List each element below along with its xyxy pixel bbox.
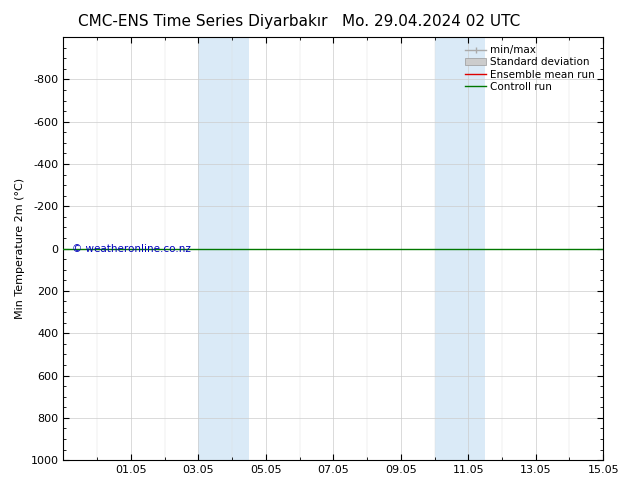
Text: CMC-ENS Time Series Diyarbakır: CMC-ENS Time Series Diyarbakır — [78, 14, 328, 29]
Y-axis label: Min Temperature 2m (°C): Min Temperature 2m (°C) — [15, 178, 25, 319]
Bar — [434, 37, 485, 460]
Text: © weatheronline.co.nz: © weatheronline.co.nz — [72, 244, 190, 254]
Text: Mo. 29.04.2024 02 UTC: Mo. 29.04.2024 02 UTC — [342, 14, 521, 29]
Legend: min/max, Standard deviation, Ensemble mean run, Controll run: min/max, Standard deviation, Ensemble me… — [462, 42, 598, 95]
Bar — [198, 37, 249, 460]
